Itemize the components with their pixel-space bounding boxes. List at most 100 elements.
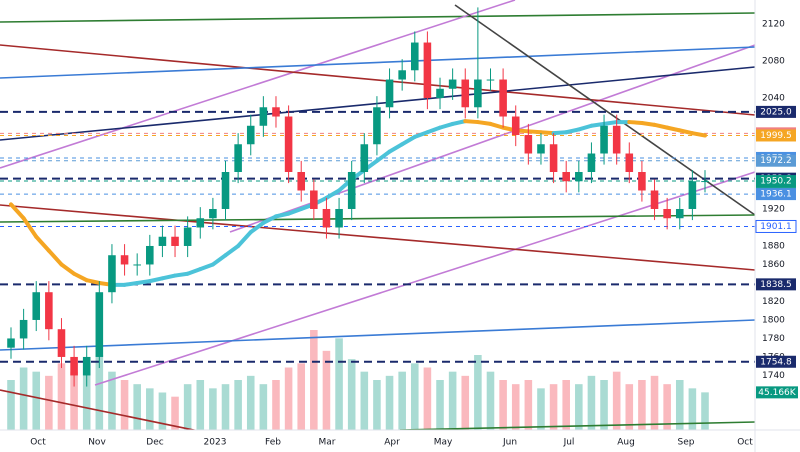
volume-bar (297, 363, 306, 430)
moving-average (425, 125, 443, 135)
moving-average (677, 128, 695, 136)
price-label: 1950.2 (760, 177, 792, 187)
y-tick-label: 1920 (762, 204, 785, 214)
volume-bar (57, 363, 66, 430)
y-tick-label: 1800 (762, 315, 785, 325)
moving-average (602, 120, 619, 126)
trend-line (0, 66, 756, 141)
moving-average (198, 262, 215, 272)
volume-bar (196, 380, 205, 430)
candle-body (310, 190, 318, 209)
candle-body (537, 144, 545, 154)
price-label-box (755, 219, 797, 233)
volume-bar (385, 375, 394, 430)
volume-bar (209, 388, 217, 430)
moving-average (412, 130, 430, 139)
candle-body (70, 356, 78, 376)
y-tick-label: 2040 (762, 94, 785, 104)
volume-bar (511, 384, 520, 430)
price-label: 1936.1 (760, 190, 792, 200)
candle-body (436, 88, 444, 99)
candle-body (209, 208, 217, 219)
candle-body (650, 190, 659, 209)
x-tick-label: 2023 (204, 438, 227, 448)
volume-bar (360, 371, 369, 430)
candle-body (663, 208, 671, 219)
moving-average (387, 142, 405, 154)
volume-bar (448, 371, 457, 430)
volume-bar (221, 384, 230, 430)
moving-average (84, 278, 102, 285)
volume-bar (347, 359, 356, 430)
trend-line (0, 0, 516, 169)
moving-average (400, 134, 417, 147)
x-tick-label: Jul (563, 438, 575, 448)
volume-bar (234, 380, 242, 430)
volume-bar (171, 396, 179, 430)
volume-bar (562, 380, 570, 430)
volume-bar (474, 355, 482, 430)
candle-body (612, 125, 621, 154)
volume-bar (108, 371, 116, 430)
candle-body (108, 255, 116, 293)
volume-bar (701, 392, 709, 430)
y-tick-label: 2120 (762, 20, 785, 30)
moving-average (639, 120, 657, 127)
volume-bar (549, 384, 558, 430)
moving-average (248, 220, 266, 235)
candle-body (259, 107, 268, 126)
volume-bar (272, 380, 280, 430)
price-label-box (756, 154, 796, 167)
moving-average (261, 214, 278, 225)
x-tick-label: Dec (146, 438, 163, 448)
candle-body (120, 255, 129, 265)
volume-bar (612, 371, 621, 430)
volume-bar (638, 380, 646, 430)
candle-body (549, 144, 558, 172)
volume-label: 45.166K (758, 388, 796, 398)
price-label: 1838.5 (760, 280, 792, 290)
moving-average (173, 271, 190, 278)
moving-average (551, 130, 569, 136)
y-tick-label: 1880 (762, 241, 785, 251)
candle-body (19, 319, 28, 339)
trend-line (0, 46, 756, 79)
candle-body (701, 181, 709, 183)
moving-average (324, 188, 342, 200)
moving-average (488, 121, 506, 130)
x-tick-label: Oct (737, 438, 753, 448)
volume-bar (158, 392, 167, 430)
volume-bar (133, 384, 141, 430)
volume-bar (688, 388, 697, 430)
candle-body (82, 356, 91, 376)
moving-average (690, 131, 707, 138)
volume-bar (410, 363, 419, 430)
candle-body (499, 79, 507, 117)
candle-body (196, 218, 205, 228)
x-tick-label: Feb (265, 438, 281, 448)
candle-body (410, 42, 419, 71)
moving-average (273, 211, 291, 219)
moving-average (46, 248, 64, 267)
trend-line (0, 12, 756, 23)
moving-average (463, 119, 480, 125)
x-tick-label: Mar (319, 438, 336, 448)
y-tick-label: 2080 (762, 57, 785, 67)
candle-body (234, 144, 242, 172)
moving-average (589, 121, 607, 128)
candle-body (347, 172, 356, 209)
candle-body (57, 329, 66, 357)
candle-body (7, 338, 15, 348)
candle-body (360, 144, 369, 172)
moving-average (21, 216, 39, 239)
x-tick-label: Oct (30, 438, 46, 448)
volume-bar (600, 380, 608, 430)
volume-layer (7, 330, 709, 430)
x-tick-label: Aug (617, 438, 635, 448)
volume-bar (32, 371, 41, 430)
price-layer (0, 7, 755, 387)
moving-average (475, 120, 493, 126)
candle-body (297, 172, 306, 191)
moving-average (223, 243, 241, 258)
